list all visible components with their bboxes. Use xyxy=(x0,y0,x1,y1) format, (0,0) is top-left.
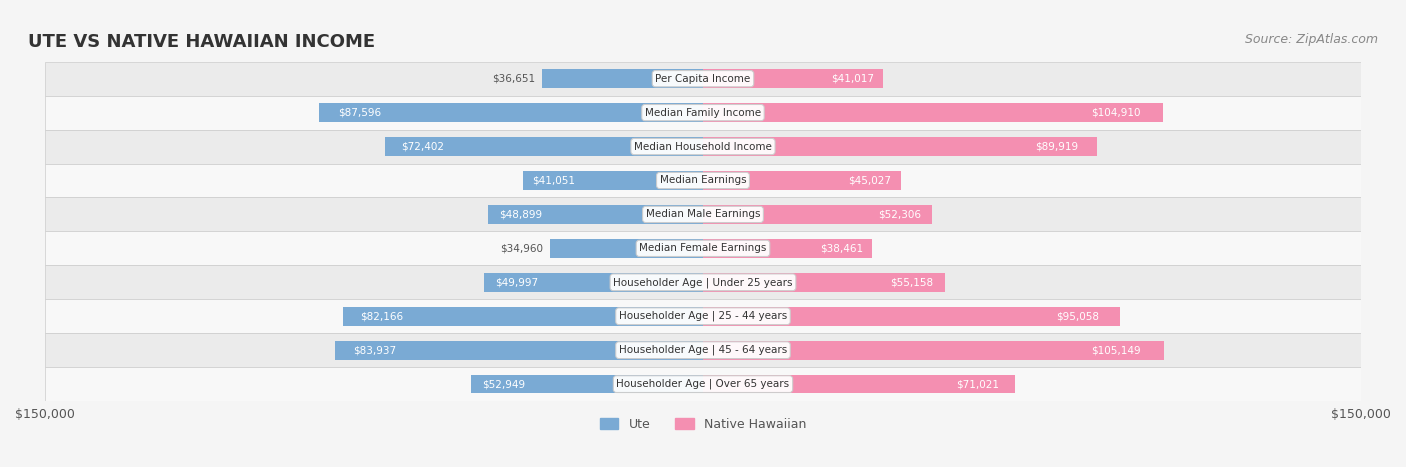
Text: UTE VS NATIVE HAWAIIAN INCOME: UTE VS NATIVE HAWAIIAN INCOME xyxy=(28,33,375,51)
Text: $71,021: $71,021 xyxy=(956,379,1000,389)
FancyBboxPatch shape xyxy=(45,96,1361,129)
Text: Median Earnings: Median Earnings xyxy=(659,176,747,185)
Text: Householder Age | Under 25 years: Householder Age | Under 25 years xyxy=(613,277,793,288)
Text: Median Male Earnings: Median Male Earnings xyxy=(645,209,761,219)
Text: $52,949: $52,949 xyxy=(482,379,526,389)
FancyBboxPatch shape xyxy=(45,367,1361,401)
Text: $83,937: $83,937 xyxy=(353,345,396,355)
Bar xyxy=(703,375,1015,394)
Bar xyxy=(385,137,703,156)
Text: $95,058: $95,058 xyxy=(1056,311,1099,321)
Bar xyxy=(703,69,883,88)
FancyBboxPatch shape xyxy=(45,231,1361,265)
FancyBboxPatch shape xyxy=(45,333,1361,367)
Text: $104,910: $104,910 xyxy=(1091,107,1140,118)
Bar xyxy=(319,103,703,122)
Bar xyxy=(703,307,1121,325)
Text: $87,596: $87,596 xyxy=(337,107,381,118)
Bar xyxy=(703,103,1163,122)
Bar xyxy=(343,307,703,325)
Bar xyxy=(484,273,703,291)
Text: $55,158: $55,158 xyxy=(890,277,934,287)
Text: $52,306: $52,306 xyxy=(877,209,921,219)
Bar xyxy=(703,137,1098,156)
FancyBboxPatch shape xyxy=(45,163,1361,198)
Bar xyxy=(703,239,872,258)
Text: Householder Age | Over 65 years: Householder Age | Over 65 years xyxy=(616,379,790,389)
Legend: Ute, Native Hawaiian: Ute, Native Hawaiian xyxy=(595,412,811,436)
Text: $41,017: $41,017 xyxy=(831,74,875,84)
FancyBboxPatch shape xyxy=(45,299,1361,333)
Bar xyxy=(488,205,703,224)
Text: Per Capita Income: Per Capita Income xyxy=(655,74,751,84)
Text: $48,899: $48,899 xyxy=(499,209,543,219)
Text: $41,051: $41,051 xyxy=(531,176,575,185)
Text: Householder Age | 45 - 64 years: Householder Age | 45 - 64 years xyxy=(619,345,787,355)
Text: Median Household Income: Median Household Income xyxy=(634,142,772,152)
Text: $36,651: $36,651 xyxy=(492,74,536,84)
Bar xyxy=(703,273,945,291)
Text: $34,960: $34,960 xyxy=(501,243,543,254)
Text: $45,027: $45,027 xyxy=(848,176,890,185)
Bar xyxy=(543,69,703,88)
Bar xyxy=(703,205,932,224)
Bar xyxy=(703,171,900,190)
Text: $82,166: $82,166 xyxy=(360,311,404,321)
Bar xyxy=(471,375,703,394)
Text: Source: ZipAtlas.com: Source: ZipAtlas.com xyxy=(1244,33,1378,46)
FancyBboxPatch shape xyxy=(45,129,1361,163)
FancyBboxPatch shape xyxy=(45,265,1361,299)
FancyBboxPatch shape xyxy=(45,62,1361,96)
Text: Householder Age | 25 - 44 years: Householder Age | 25 - 44 years xyxy=(619,311,787,321)
Text: $89,919: $89,919 xyxy=(1035,142,1078,152)
Text: $105,149: $105,149 xyxy=(1091,345,1142,355)
Text: $72,402: $72,402 xyxy=(401,142,444,152)
Text: Median Family Income: Median Family Income xyxy=(645,107,761,118)
Bar xyxy=(703,341,1164,360)
FancyBboxPatch shape xyxy=(45,198,1361,231)
Text: Median Female Earnings: Median Female Earnings xyxy=(640,243,766,254)
Bar xyxy=(335,341,703,360)
Text: $38,461: $38,461 xyxy=(820,243,863,254)
Bar xyxy=(523,171,703,190)
Bar xyxy=(550,239,703,258)
Text: $49,997: $49,997 xyxy=(495,277,537,287)
